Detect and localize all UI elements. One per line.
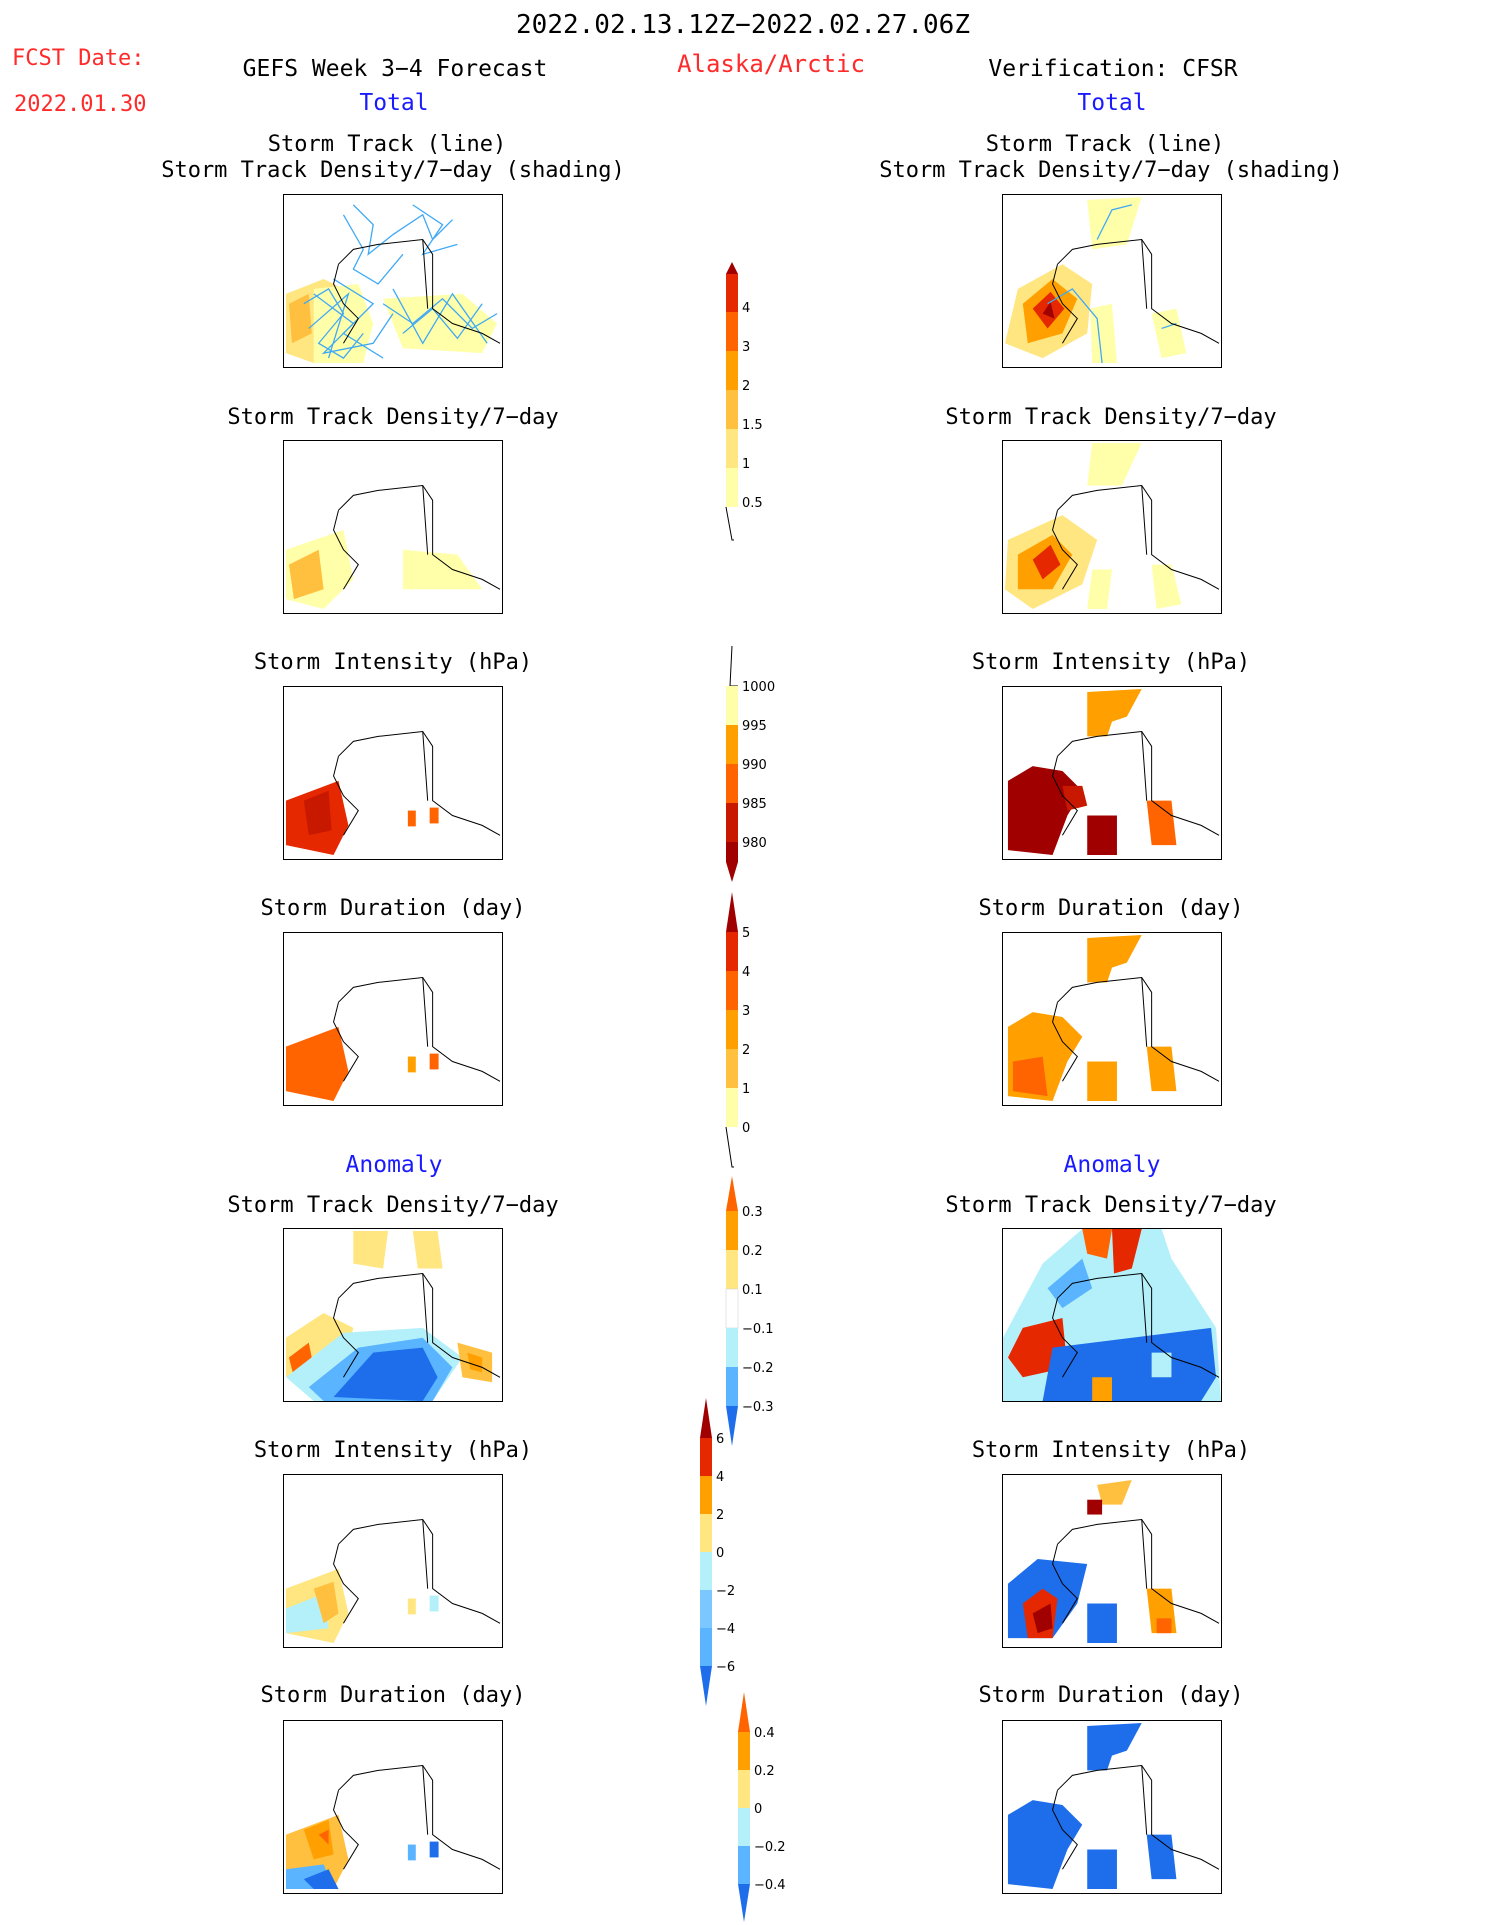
map-density-right: [1002, 440, 1222, 614]
total-label-right: Total: [1077, 90, 1147, 116]
colorbar-intensity-anom: 6 4 2 0 −2 −4 −6: [692, 1398, 772, 1708]
forecast-title: GEFS Week 3−4 Forecast: [242, 56, 548, 82]
fcst-date-value: 2022.01.30: [14, 92, 147, 117]
title-track-left-1: Storm Track (line): [267, 132, 507, 157]
colorbar-density-anom: 0.3 0.2 0.1 −0.1 −0.2 −0.3: [718, 1176, 798, 1456]
cb-intensity-total-label-0: 1000: [742, 680, 775, 695]
title-anom-density-right: Storm Track Density/7−day: [945, 1193, 1277, 1218]
cb-duration-total-label-5: 0: [742, 1121, 750, 1136]
map-anom-density-left: [283, 1228, 503, 1402]
cb-intensity-anom-label-1: 4: [716, 1470, 724, 1485]
cb-duration-total-label-2: 3: [742, 1004, 750, 1019]
title-anom-duration-right: Storm Duration (day): [978, 1683, 1244, 1708]
title-intensity-left: Storm Intensity (hPa): [253, 650, 533, 675]
total-label-left: Total: [359, 90, 429, 116]
map-density-left: [283, 440, 503, 614]
title-density-left: Storm Track Density/7−day: [227, 405, 559, 430]
cb-intensity-anom-label-2: 2: [716, 1508, 724, 1523]
cb-duration-anom-label-0: 0.4: [754, 1726, 775, 1741]
title-duration-left: Storm Duration (day): [260, 896, 526, 921]
map-anom-duration-left: [283, 1720, 503, 1894]
title-track-right-1: Storm Track (line): [985, 132, 1225, 157]
cb-density-total-label-2: 2: [742, 379, 750, 394]
cb-density-anom-label-1: 0.2: [742, 1244, 763, 1259]
cb-density-total-label-3: 1.5: [742, 418, 763, 433]
anomaly-label-right: Anomaly: [1063, 1152, 1161, 1178]
map-intensity-left: [283, 686, 503, 860]
fcst-date-label: FCST Date:: [12, 46, 145, 71]
map-anom-density-right: [1002, 1228, 1222, 1402]
cb-density-total-label-5: 0.5: [742, 496, 763, 511]
cb-density-anom-label-2: 0.1: [742, 1283, 763, 1298]
cb-intensity-total-label-2: 990: [742, 758, 767, 773]
title-intensity-right: Storm Intensity (hPa): [971, 650, 1251, 675]
map-track-left: [283, 194, 503, 368]
cb-intensity-anom-label-3: 0: [716, 1546, 724, 1561]
title-anom-intensity-left: Storm Intensity (hPa): [253, 1438, 533, 1463]
colorbar-density-total: 4 3 2 1.5 1 0.5: [718, 262, 798, 542]
cb-duration-total-label-1: 4: [742, 965, 750, 980]
cb-duration-anom-label-4: −0.4: [754, 1878, 786, 1893]
map-duration-right: [1002, 932, 1222, 1106]
map-anom-intensity-right: [1002, 1474, 1222, 1648]
cb-duration-anom-label-1: 0.2: [754, 1764, 775, 1779]
cb-intensity-total-label-4: 980: [742, 836, 767, 851]
cb-density-anom-label-3: −0.1: [742, 1322, 774, 1337]
region-title: Alaska/Arctic: [677, 50, 865, 78]
cb-intensity-total-label-1: 995: [742, 719, 767, 734]
title-density-right: Storm Track Density/7−day: [945, 405, 1277, 430]
title-duration-right: Storm Duration (day): [978, 896, 1244, 921]
cb-duration-total-label-4: 1: [742, 1082, 750, 1097]
anomaly-label-left: Anomaly: [345, 1152, 443, 1178]
map-anom-duration-right: [1002, 1720, 1222, 1894]
cb-density-total-label-0: 4: [742, 301, 750, 316]
cb-duration-total-label-0: 5: [742, 926, 750, 941]
cb-duration-total-label-3: 2: [742, 1043, 750, 1058]
cb-density-anom-label-0: 0.3: [742, 1205, 763, 1220]
cb-density-total-label-4: 1: [742, 457, 750, 472]
title-anom-intensity-right: Storm Intensity (hPa): [971, 1438, 1251, 1463]
cb-duration-anom-label-2: 0: [754, 1802, 762, 1817]
cb-intensity-anom-label-0: 6: [716, 1432, 724, 1447]
cb-intensity-anom-label-5: −4: [716, 1622, 735, 1637]
colorbar-duration-anom: 0.4 0.2 0 −0.2 −0.4: [730, 1692, 810, 1922]
cb-duration-anom-label-3: −0.2: [754, 1840, 786, 1855]
title-track-right-2: Storm Track Density/7−day (shading): [879, 158, 1343, 183]
date-range-title: 2022.02.13.12Z−2022.02.27.06Z: [516, 10, 970, 40]
map-anom-intensity-left: [283, 1474, 503, 1648]
cb-intensity-anom-label-4: −2: [716, 1584, 735, 1599]
cb-density-anom-label-5: −0.3: [742, 1400, 774, 1415]
title-anom-density-left: Storm Track Density/7−day: [227, 1193, 559, 1218]
cb-density-total-label-1: 3: [742, 340, 750, 355]
map-track-right: [1002, 194, 1222, 368]
title-anom-duration-left: Storm Duration (day): [260, 1683, 526, 1708]
cb-intensity-anom-label-6: −6: [716, 1660, 735, 1675]
map-duration-left: [283, 932, 503, 1106]
cb-density-anom-label-4: −0.2: [742, 1361, 774, 1376]
colorbar-intensity-total: 1000 995 990 985 980: [718, 645, 798, 886]
colorbar-duration-total: 5 4 3 2 1 0: [718, 892, 798, 1172]
cb-intensity-total-label-3: 985: [742, 797, 767, 812]
map-intensity-right: [1002, 686, 1222, 860]
verification-title: Verification: CFSR: [988, 56, 1238, 82]
title-track-left-2: Storm Track Density/7−day (shading): [161, 158, 625, 183]
